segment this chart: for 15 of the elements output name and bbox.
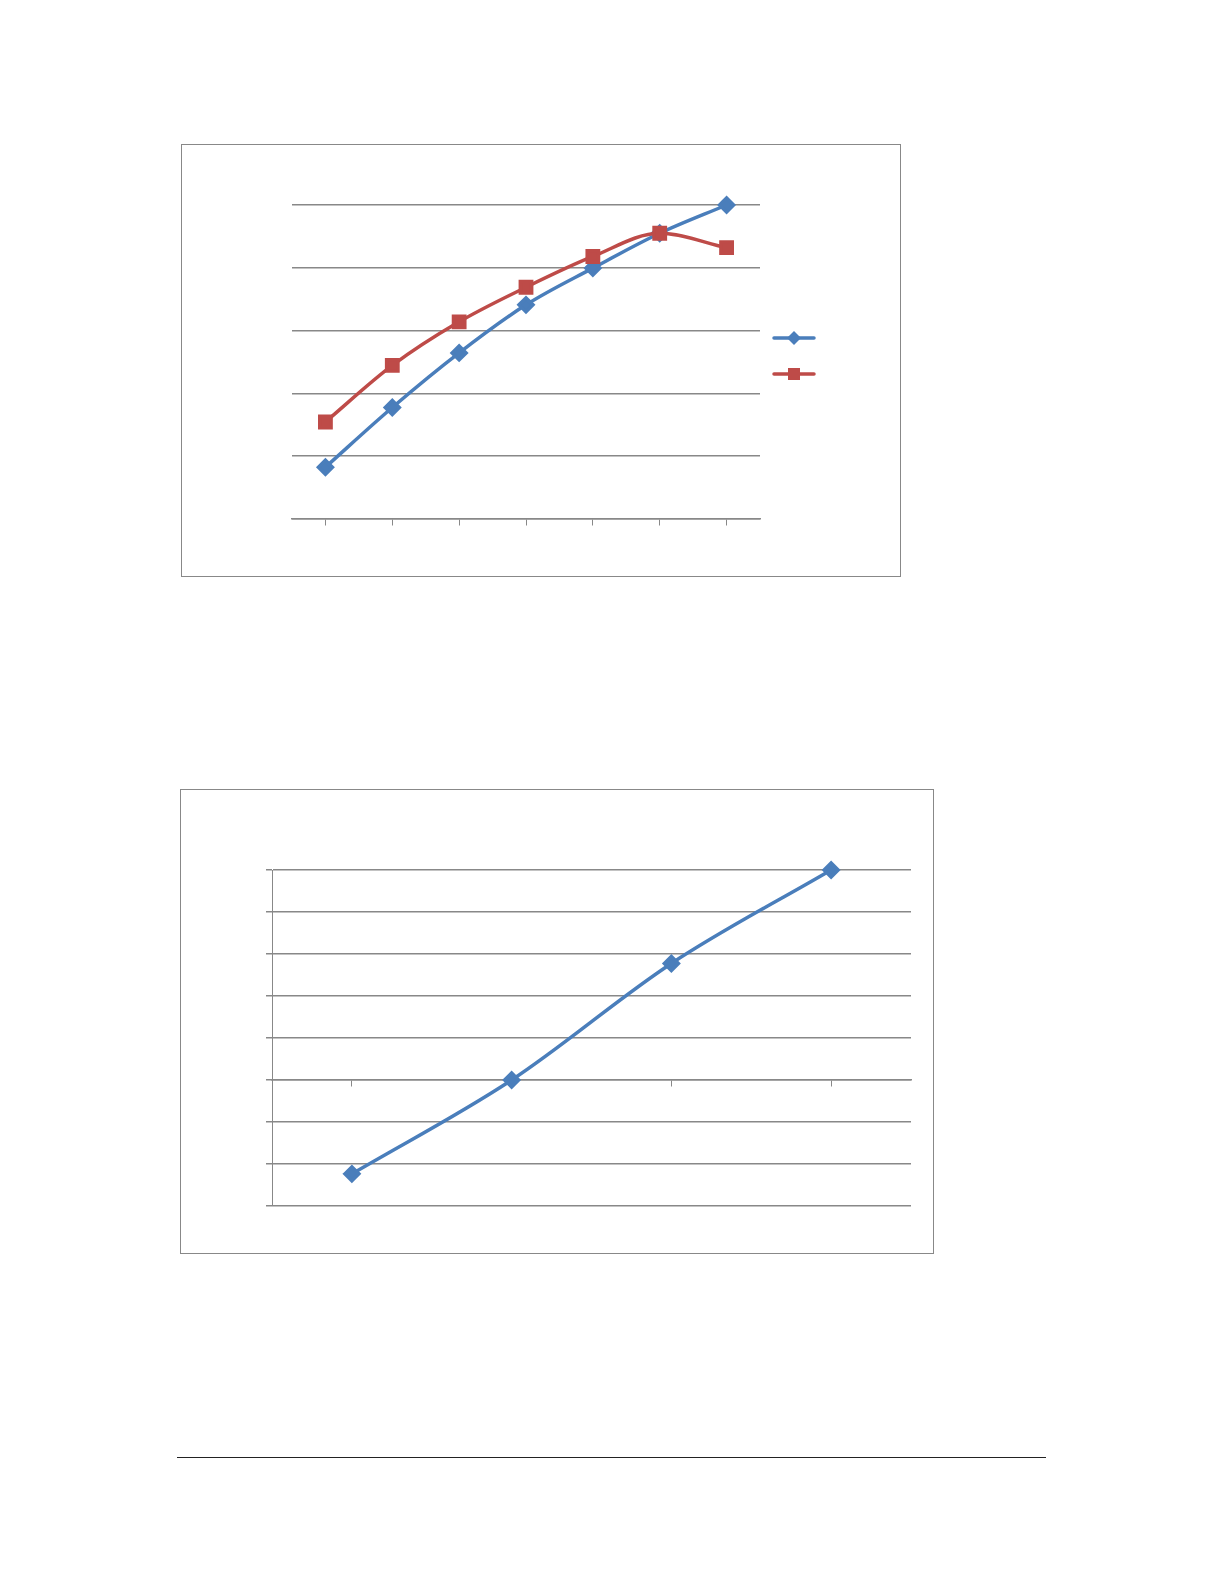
point [518, 279, 534, 295]
point [502, 1071, 521, 1089]
point [822, 861, 840, 879]
point [517, 296, 535, 314]
point [343, 1165, 361, 1183]
point [383, 398, 402, 417]
point [316, 458, 335, 476]
point [662, 954, 681, 973]
point [384, 358, 400, 373]
point [719, 240, 734, 256]
point [585, 249, 601, 264]
point [318, 414, 333, 430]
point [717, 196, 736, 214]
point [450, 344, 468, 362]
point [451, 314, 467, 330]
